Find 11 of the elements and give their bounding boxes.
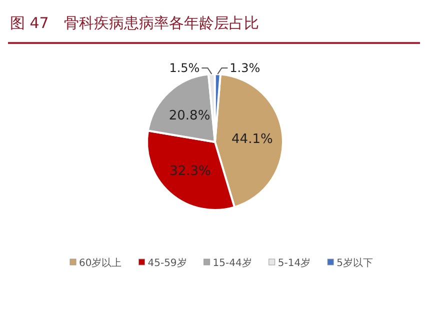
data-label: 44.1%	[232, 132, 273, 148]
data-label: 1.5%	[169, 61, 200, 75]
legend-label: 15-44岁	[212, 257, 252, 269]
chart-title: 图 47 骨科疾病患病率各年龄层占比	[10, 14, 259, 32]
legend-label: 5岁以下	[336, 257, 373, 269]
data-label: 20.8%	[168, 108, 210, 124]
legend-label: 60岁以上	[79, 257, 122, 269]
legend-label: 45-59岁	[148, 257, 187, 269]
data-label: 32.3%	[170, 164, 211, 180]
data-label: 1.3%	[230, 61, 260, 75]
legend-label: 5-14岁	[278, 257, 311, 269]
